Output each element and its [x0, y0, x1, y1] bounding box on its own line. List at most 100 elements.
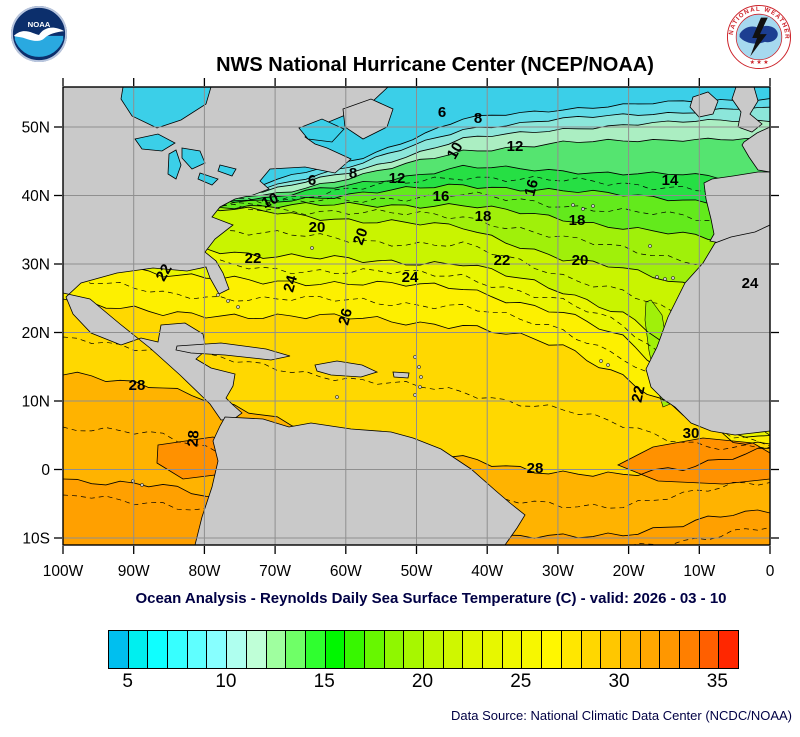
landmass-africa: [645, 224, 770, 436]
lon-tick-label: 50W: [401, 563, 433, 580]
colorbar-cell: [266, 631, 287, 668]
colorbar-cell: [660, 631, 680, 668]
contour-label: 10: [259, 190, 281, 212]
contour-label: 6: [308, 172, 316, 189]
lat-tick-label: 0: [41, 462, 50, 479]
landmass-great-britain: [731, 87, 763, 133]
colorbar-cell: [246, 631, 267, 668]
lon-tick-label: 0: [766, 563, 775, 580]
contour-label: 28: [184, 430, 202, 448]
contour-label: 22: [494, 252, 511, 269]
colorbar-cell: [561, 631, 582, 668]
colorbar-tick-label: 20: [411, 671, 434, 692]
graticule: [63, 87, 770, 545]
nws-logo: NATIONAL WEATHER SERVICE ★ ★ ★: [726, 4, 792, 70]
colorbar-cell: [207, 631, 228, 668]
contour-label: 20: [309, 219, 326, 236]
colorbar-cell: [640, 631, 661, 668]
colorbar-cell: [109, 631, 129, 668]
colorbar-cell: [384, 631, 405, 668]
contour-label: 20: [572, 252, 589, 269]
colorbar-cell: [463, 631, 484, 668]
landmass-lake-ontario: [217, 164, 237, 177]
colorbar-cell: [187, 631, 208, 668]
colorbar-tick-label: 35: [706, 671, 728, 692]
landmass-lake-huron: [181, 147, 206, 170]
colorbar-cell: [128, 631, 149, 668]
lon-tick-label: 20W: [613, 563, 645, 580]
contour-label: 10: [444, 139, 467, 162]
lon-tick-label: 40W: [471, 563, 503, 580]
landmass-puerto-rico: [392, 371, 410, 379]
landmass-lake-erie: [197, 172, 219, 186]
colorbar-cell: [719, 631, 738, 668]
colorbar-cell: [443, 631, 464, 668]
lat-tick-label: 40N: [22, 188, 50, 205]
contour-label: 26: [335, 307, 356, 328]
contour-label: 16: [433, 188, 450, 205]
landmass-lake-superior: [134, 133, 176, 152]
contour-label: 28: [527, 460, 544, 477]
landmass-north-america: [63, 87, 389, 421]
colorbar-cell: [424, 631, 444, 668]
contour-label: 22: [245, 250, 262, 267]
noaa-logo-ring: [10, 5, 68, 63]
temperature-colorbar: [108, 630, 739, 669]
lat-tick-label: 10S: [22, 531, 50, 548]
colorbar-tick-label: 10: [215, 671, 237, 692]
contour-labels: 6 8 12 10 6 8 12 10 14 16 16 18 18 20 20 20 22 22 22 22 24 24…: [129, 104, 759, 477]
nws-lightning-bolt-icon: [750, 17, 768, 57]
lon-tick-label: 10W: [683, 563, 715, 580]
colorbar-tick-label: 30: [608, 671, 630, 692]
contour-label: 8: [474, 110, 482, 127]
colorbar-cell: [522, 631, 543, 668]
colorbar-cell: [345, 631, 365, 668]
colorbar-cell: [364, 631, 385, 668]
contour-label: 16: [521, 178, 542, 199]
contour-label: 6: [438, 104, 446, 121]
noaa-logo-text: NOAA: [28, 20, 51, 29]
lat-tick-label: 50N: [22, 120, 50, 137]
page-title: NWS National Hurricane Center (NCEP/NOAA…: [216, 54, 654, 76]
axes: 100W 90W 80W 70W 60W 50W 40W 30W 20W 10W 0 50N 40N 30…: [22, 78, 779, 580]
contour-label: 14: [662, 172, 679, 189]
contour-label: 18: [475, 208, 492, 225]
lon-tick-label: 70W: [259, 563, 291, 580]
lon-tick-label: 100W: [43, 563, 84, 580]
noaa-logo-sea: [14, 35, 64, 57]
lat-tick-label: 10N: [22, 394, 50, 411]
lon-tick-label: 60W: [330, 563, 362, 580]
colorbar-tick-label: 15: [313, 671, 335, 692]
colorbar-cell: [620, 631, 641, 668]
contour-label: 24: [742, 275, 759, 292]
contour-label: 20: [350, 226, 372, 247]
sst-map: 6 8 12 10 6 8 12 10 14 16 16 18 18 20 20 20 22 22 22 22 24 24…: [22, 78, 779, 580]
map-caption: Ocean Analysis - Reynolds Daily Sea Surf…: [135, 590, 727, 607]
noaa-logo: NOAA: [10, 5, 68, 63]
landmass-lake-michigan: [167, 149, 182, 180]
colorbar-cell: [699, 631, 720, 668]
colorbar-cell: [483, 631, 503, 668]
contour-label: 22: [629, 384, 649, 404]
landmass-hudson-bay: [120, 87, 212, 129]
colorbar-tick-label: 5: [122, 671, 133, 692]
landmass-gulf-st-lawrence: [298, 118, 345, 143]
colorbar-cell: [502, 631, 523, 668]
colorbar-cell: [168, 631, 188, 668]
colorbar-cell: [601, 631, 621, 668]
lat-tick-label: 20N: [22, 325, 50, 342]
contour-label: 24: [402, 269, 419, 286]
colorbar-cell: [148, 631, 169, 668]
landmass-ireland: [689, 91, 719, 118]
colorbar-cell: [542, 631, 562, 668]
colorbar-cell: [227, 631, 247, 668]
contour-label: 24: [280, 273, 301, 294]
data-source-text: Data Source: National Climatic Data Cent…: [451, 708, 792, 723]
colorbar-cell: [286, 631, 306, 668]
lon-tick-label: 80W: [188, 563, 220, 580]
lat-tick-label: 30N: [22, 257, 50, 274]
colorbar-tick-label: 25: [510, 671, 532, 692]
colorbar-cell: [305, 631, 326, 668]
contour-label: 12: [389, 170, 406, 187]
